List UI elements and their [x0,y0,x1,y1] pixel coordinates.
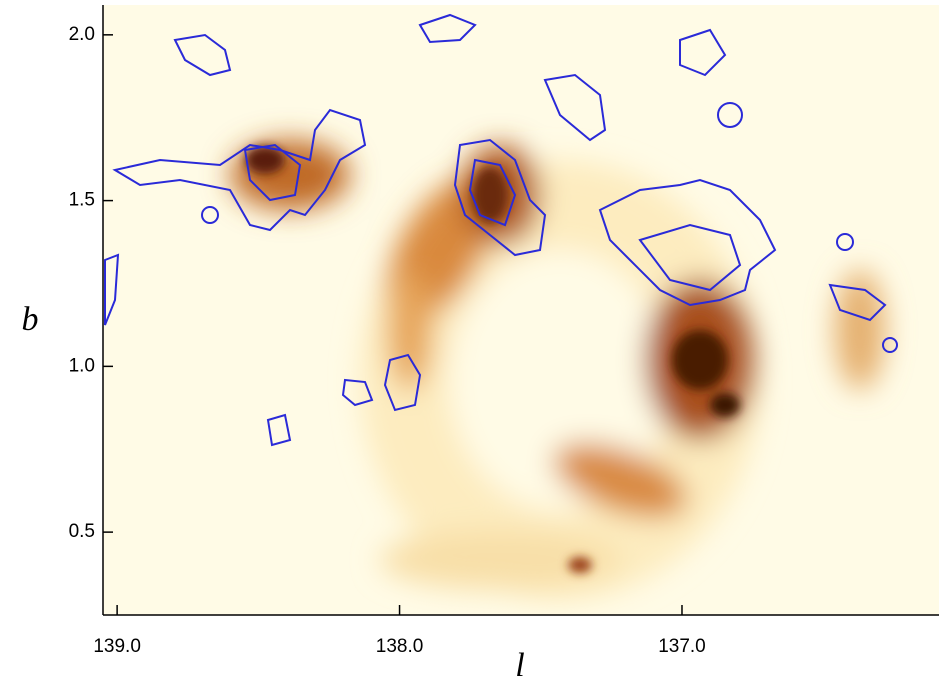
y-tick-label: 2.0 [69,24,95,45]
x-axis-label: l [515,647,524,683]
y-tick-label: 1.5 [69,190,95,211]
x-tick-label: 139.0 [93,636,141,657]
x-tick-label: 137.0 [658,636,706,657]
y-tick-label: 0.5 [69,521,95,542]
chart: l b 139.0 138.0 137.0 0.5 1.0 1.5 2.0 [0,0,939,683]
y-axis-label: b [22,301,39,338]
x-tick-label: 138.0 [376,636,424,657]
y-tick-label: 1.0 [69,355,95,376]
emission-image [103,5,939,615]
